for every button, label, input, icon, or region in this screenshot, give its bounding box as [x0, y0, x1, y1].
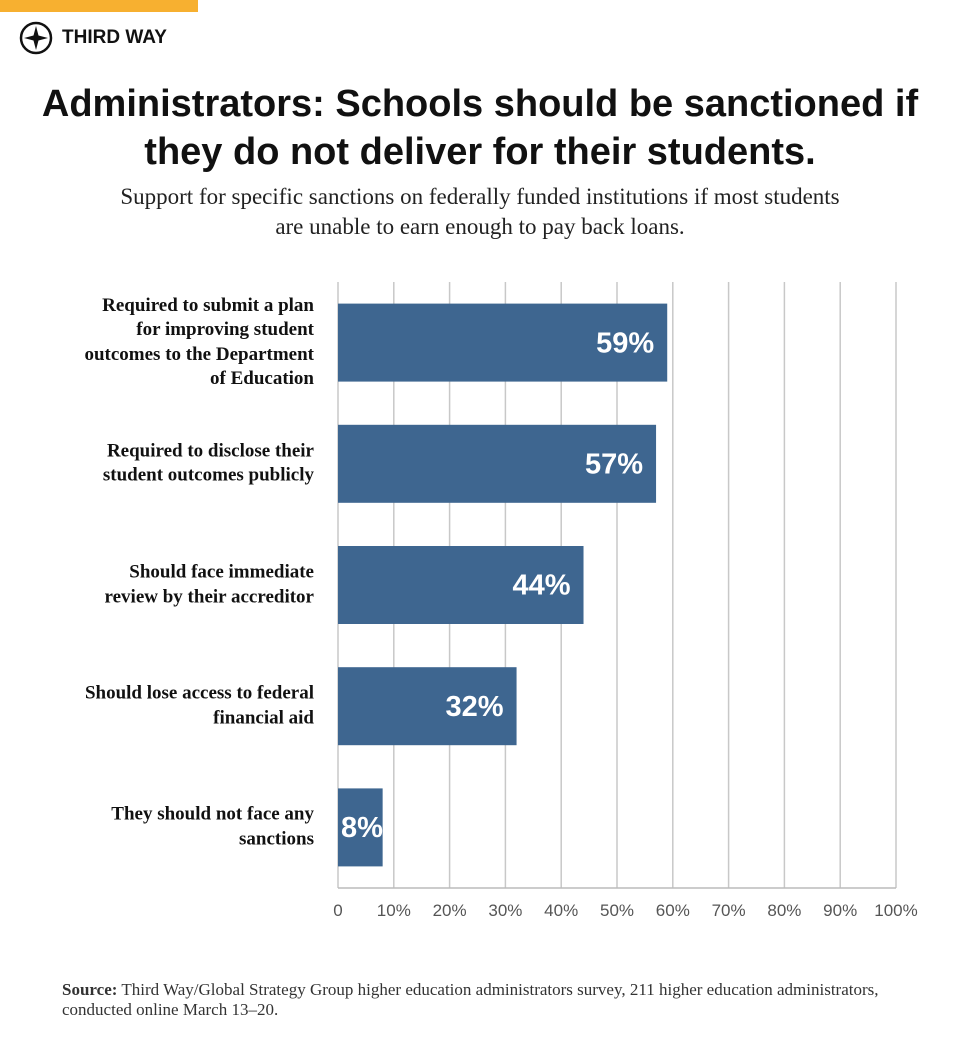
value-label: 8% [341, 812, 383, 844]
x-tick-label: 50% [600, 901, 634, 920]
brand: THIRD WAY [62, 27, 167, 48]
chart-subtitle: Support for specific sanctions on federa… [120, 184, 840, 239]
source-text: Third Way/Global Strategy Group higher e… [62, 980, 879, 1019]
x-tick-label: 70% [712, 901, 746, 920]
bar [338, 667, 517, 746]
x-tick-label: 60% [656, 901, 690, 920]
value-label: 44% [512, 570, 570, 602]
source-label: Source: [62, 980, 118, 999]
category-label: Should face immediate review by their ac… [104, 561, 314, 608]
bar [338, 788, 383, 867]
accent-bar [0, 0, 198, 12]
value-label: 59% [596, 327, 654, 359]
bar [338, 424, 657, 503]
bar [338, 303, 668, 382]
category-label: They should not face any sanctions [111, 803, 314, 850]
x-tick-label: 0 [333, 901, 342, 920]
category-label: Should lose access to federal financial … [84, 682, 314, 729]
x-tick-label: 10% [377, 901, 411, 920]
category-label: Required to submit a plan for improving … [84, 294, 314, 390]
x-tick-label: 100% [874, 901, 917, 920]
x-tick-label: 40% [544, 901, 578, 920]
source-note: Source: Third Way/Global Strategy Group … [62, 980, 902, 1020]
x-tick-label: 20% [433, 901, 467, 920]
value-label: 57% [585, 448, 643, 480]
bar [338, 546, 584, 624]
logo [19, 21, 53, 55]
x-tick-label: 90% [823, 901, 857, 920]
chart-title: Administrators: Schools should be sancti… [41, 83, 919, 173]
value-label: 32% [446, 691, 504, 723]
x-tick-label: 30% [488, 901, 522, 920]
x-tick-label: 80% [767, 901, 801, 920]
category-label: Required to disclose their student outco… [102, 440, 314, 486]
